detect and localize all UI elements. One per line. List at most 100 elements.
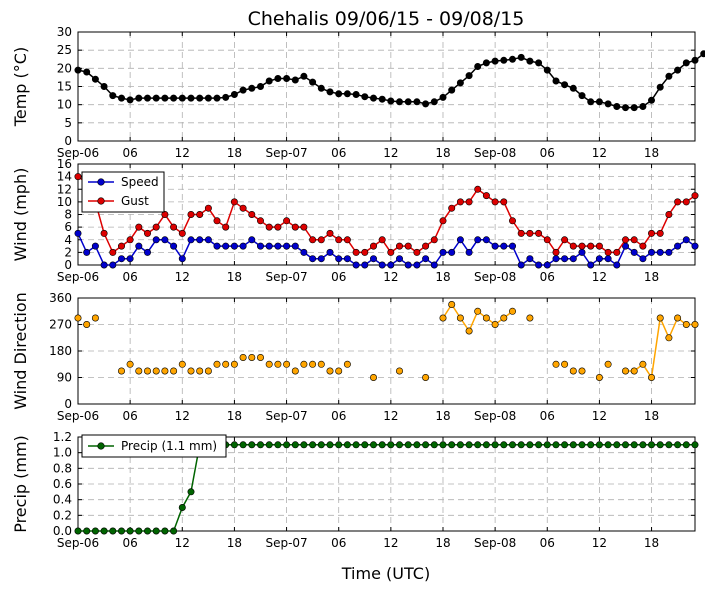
direction-point: [230, 360, 238, 368]
temp-y-tick-label: 20: [57, 61, 72, 75]
temp-point: [517, 53, 525, 61]
wind-y-tick-label: 0: [64, 258, 72, 272]
temp-point: [144, 94, 152, 102]
temp-y-tick-label: 0: [64, 134, 72, 148]
direction-x-tick-label: Sep-06: [57, 409, 99, 423]
direction-x-tick-label: 12: [383, 409, 398, 423]
direction-point: [561, 360, 569, 368]
speed-point: [413, 261, 421, 269]
temp-point: [474, 62, 482, 70]
precip-1-1-mm-point: [126, 527, 134, 535]
temp-point: [639, 103, 647, 111]
speed-point: [126, 255, 134, 263]
temp-point: [317, 84, 325, 92]
temp-point: [361, 93, 369, 101]
precip-1-1-mm-point: [517, 441, 525, 449]
gust-point: [595, 242, 603, 250]
speed-point: [239, 242, 247, 250]
temp-point: [404, 98, 412, 106]
gust-point: [326, 229, 334, 237]
precip-1-1-mm-point: [118, 527, 126, 535]
precip-1-1-mm-point: [630, 441, 638, 449]
precip-x-tick-label: 06: [540, 536, 555, 550]
speed-point: [491, 242, 499, 250]
precip-1-1-mm-point: [482, 441, 490, 449]
precip-1-1-mm-point: [335, 441, 343, 449]
direction-point: [283, 360, 291, 368]
temp-point: [621, 104, 629, 112]
precip-y-tick-label: 0.0: [53, 524, 72, 538]
precip-1-1-mm-point: [639, 441, 647, 449]
temp-y-axis-label: Temp (°C): [11, 47, 30, 127]
direction-point: [178, 360, 186, 368]
temp-point: [170, 94, 178, 102]
precip-1-1-mm-point: [491, 441, 499, 449]
gust-point: [74, 173, 82, 181]
temp-point: [422, 100, 430, 108]
precip-1-1-mm-point: [265, 441, 273, 449]
gust-point: [152, 223, 160, 231]
speed-point: [378, 261, 386, 269]
precip-1-1-mm-point: [256, 441, 264, 449]
speed-point: [196, 236, 204, 244]
legend-gust-label: Gust: [121, 194, 149, 208]
direction-x-tick-label: 18: [227, 409, 242, 423]
legend-speed-label: Speed: [121, 175, 159, 189]
gust-point: [222, 223, 230, 231]
precip-1-1-mm-point: [422, 441, 430, 449]
direction-point: [526, 314, 534, 322]
temp-point: [230, 91, 238, 99]
precip-y-tick-label: 0.2: [53, 508, 72, 522]
gust-point: [682, 198, 690, 206]
temp-point: [656, 83, 664, 91]
wind-x-tick-label: Sep-08: [474, 270, 516, 284]
direction-point: [239, 353, 247, 361]
speed-point: [118, 255, 126, 263]
gust-point: [248, 211, 256, 219]
gust-point: [465, 198, 473, 206]
temp-y-tick-label: 25: [57, 43, 72, 57]
speed-point: [343, 255, 351, 263]
speed-point: [395, 255, 403, 263]
temp-x-tick-label: 12: [592, 146, 607, 160]
precip-x-tick-label: 12: [592, 536, 607, 550]
wind-y-tick-label: 6: [64, 220, 72, 234]
gust-point: [161, 211, 169, 219]
gust-point: [109, 248, 117, 256]
wind-y-tick-label: 10: [57, 195, 72, 209]
direction-point: [482, 314, 490, 322]
direction-point: [682, 320, 690, 328]
speed-point: [561, 255, 569, 263]
direction-point: [465, 327, 473, 335]
direction-point: [456, 314, 464, 322]
temp-point: [448, 86, 456, 94]
precip-1-1-mm-point: [161, 527, 169, 535]
speed-point: [317, 255, 325, 263]
precip-1-1-mm-point: [604, 441, 612, 449]
precip-1-1-mm-point: [109, 527, 117, 535]
precip-legend-box: [81, 434, 227, 458]
temp-point: [613, 103, 621, 111]
gust-point: [283, 217, 291, 225]
precip-1-1-mm-point: [456, 441, 464, 449]
temp-y-tick-label: 10: [57, 98, 72, 112]
temp-point: [456, 79, 464, 87]
direction-point: [126, 360, 134, 368]
precip-1-1-mm-point: [152, 527, 160, 535]
speed-point: [213, 242, 221, 250]
temp-point: [343, 90, 351, 98]
wind-y-tick-label: 16: [57, 157, 72, 171]
precip-1-1-mm-point: [369, 441, 377, 449]
speed-point: [335, 255, 343, 263]
gust-point: [491, 198, 499, 206]
temp-point: [126, 96, 134, 104]
wind-y-tick-label: 14: [57, 170, 72, 184]
direction-point: [91, 314, 99, 322]
speed-point: [656, 248, 664, 256]
temp-point: [83, 68, 91, 76]
gust-point: [639, 242, 647, 250]
speed-point: [613, 261, 621, 269]
temp-point: [630, 104, 638, 112]
direction-point: [144, 367, 152, 375]
speed-point: [569, 255, 577, 263]
